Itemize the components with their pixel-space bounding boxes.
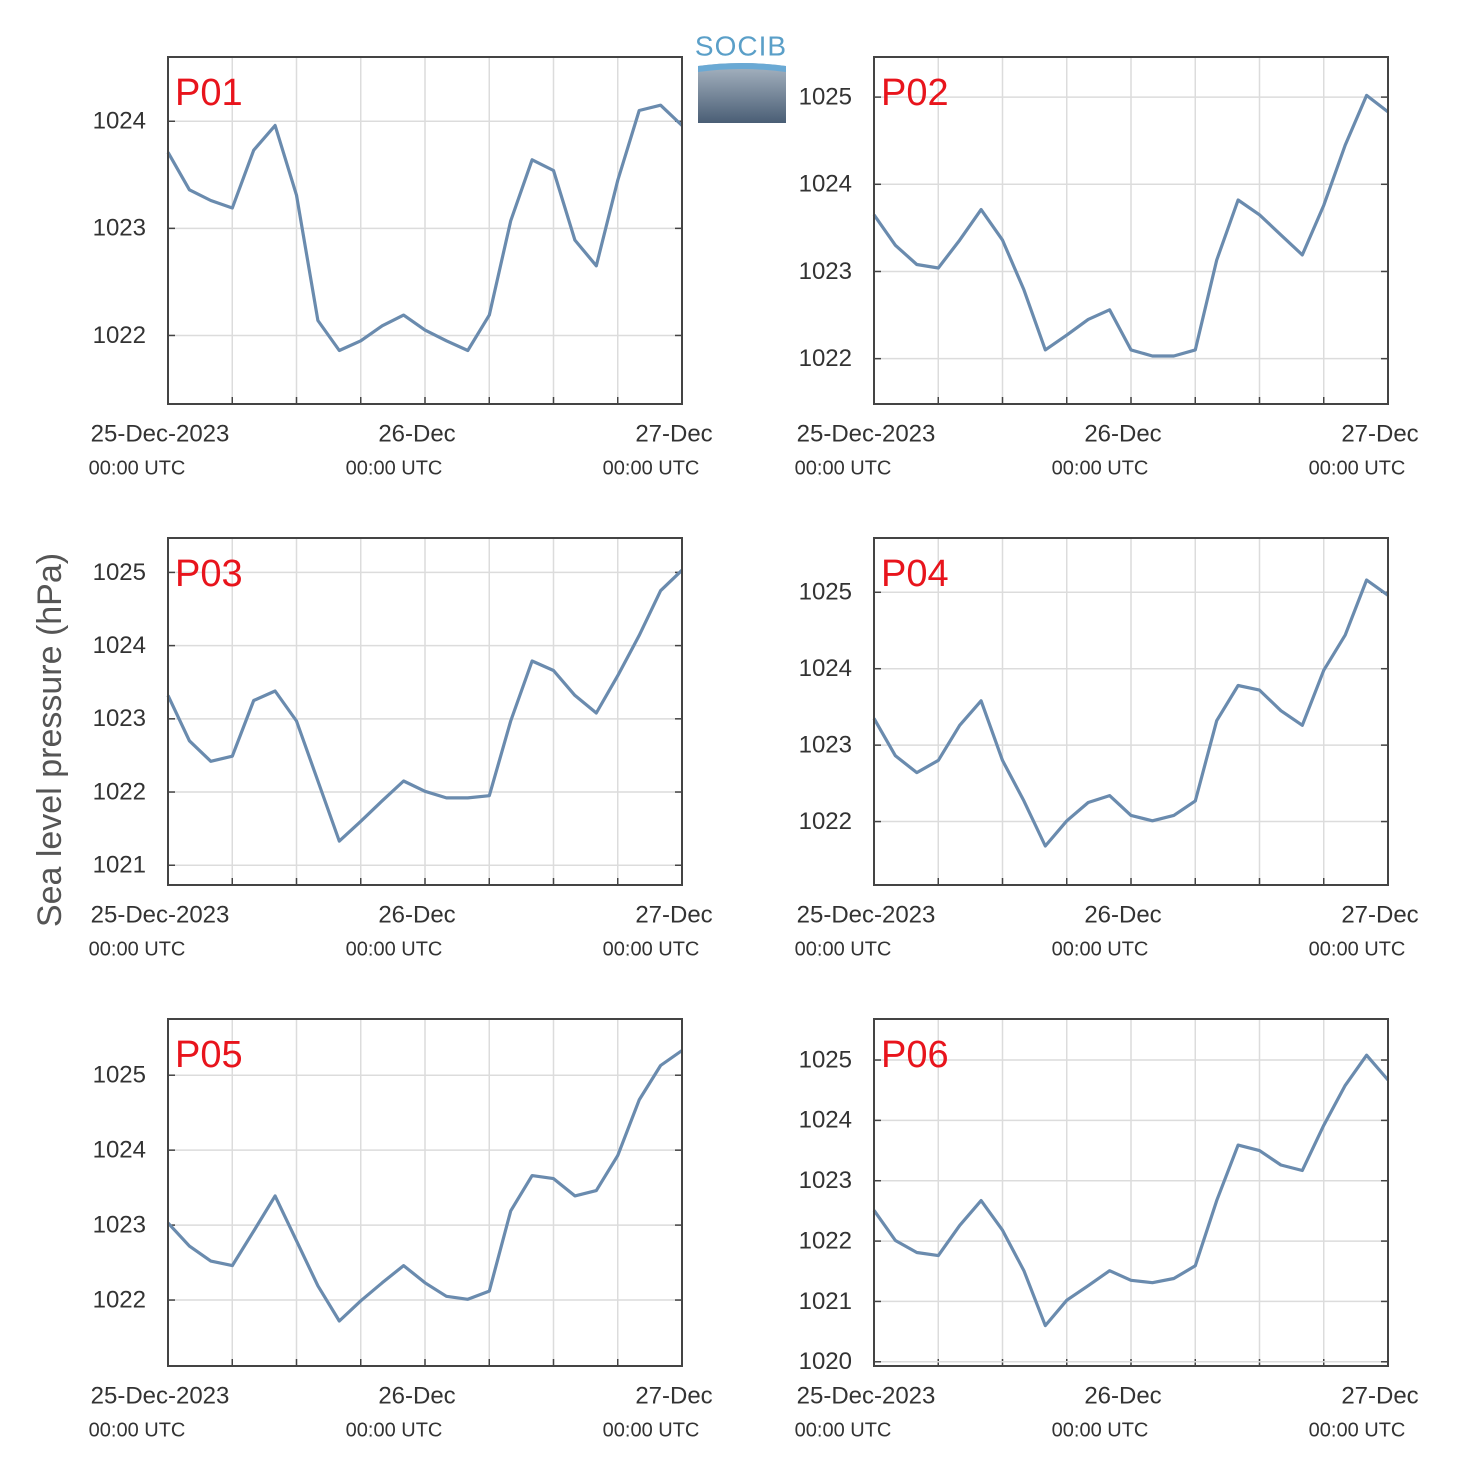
x-tick-sublabel: 00:00 UTC [89, 1419, 186, 1441]
panel: 25-Dec-2023 00:00 UTC 26-Dec 00:00 UTC 27-De… [795, 1018, 1419, 1441]
plot-frame [873, 537, 1389, 886]
y-tick-label: 1025 [93, 559, 146, 586]
y-tick-label: 1024 [799, 655, 852, 682]
x-tick-label: 25-Dec-2023 [797, 420, 936, 447]
x-tick-sublabel: 00:00 UTC [89, 938, 186, 960]
panel-title: P03 [175, 553, 243, 595]
y-tick-label: 1020 [799, 1348, 852, 1375]
x-tick-sublabel: 00:00 UTC [1309, 1419, 1406, 1441]
y-tick-label: 1024 [799, 171, 852, 198]
y-tick-label: 1025 [799, 83, 852, 110]
logo-wave [698, 63, 786, 72]
x-tick-label: 27-Dec [635, 901, 712, 928]
panel: 25-Dec-2023 00:00 UTC 26-Dec 00:00 UTC 27-De… [89, 1018, 713, 1441]
panel-title: P05 [175, 1034, 243, 1076]
x-tick-sublabel: 00:00 UTC [795, 1419, 892, 1441]
y-tick-label: 1024 [93, 108, 146, 135]
data-line [166, 1049, 683, 1323]
x-tick-label: 27-Dec [1341, 1382, 1418, 1409]
x-tick-label: 25-Dec-2023 [91, 420, 230, 447]
panel-title: P02 [881, 72, 949, 114]
x-tick-label: 25-Dec-2023 [797, 901, 936, 928]
y-tick-label: 1024 [93, 632, 146, 659]
y-tick-label: 1022 [93, 1286, 146, 1313]
x-tick-sublabel: 00:00 UTC [603, 1419, 700, 1441]
y-tick-label: 1025 [799, 579, 852, 606]
data-line [166, 569, 684, 843]
panel: 25-Dec-2023 00:00 UTC 26-Dec 00:00 UTC 27-De… [89, 56, 713, 479]
y-tick-label: 1025 [799, 1046, 852, 1073]
panel: 25-Dec-2023 00:00 UTC 26-Dec 00:00 UTC 27-De… [89, 537, 713, 960]
y-tick-label: 1023 [93, 705, 146, 732]
x-tick-sublabel: 00:00 UTC [1309, 938, 1406, 960]
x-tick-label: 26-Dec [1084, 1382, 1161, 1409]
x-tick-label: 27-Dec [1341, 420, 1418, 447]
y-tick-label: 1024 [799, 1107, 852, 1134]
data-line [872, 93, 1389, 358]
x-tick-sublabel: 00:00 UTC [346, 1419, 443, 1441]
panel-title: P04 [881, 553, 949, 595]
y-tick-label: 1022 [799, 345, 852, 372]
panel: 25-Dec-2023 00:00 UTC 26-Dec 00:00 UTC 27-De… [795, 56, 1419, 479]
x-tick-label: 26-Dec [378, 420, 455, 447]
x-tick-label: 26-Dec [1084, 901, 1161, 928]
x-tick-sublabel: 00:00 UTC [795, 938, 892, 960]
y-tick-label: 1023 [93, 215, 146, 242]
data-line [872, 578, 1389, 848]
y-tick-label: 1022 [799, 1227, 852, 1254]
y-axis-label: Sea level pressure (hPa) [31, 553, 69, 927]
x-tick-label: 25-Dec-2023 [797, 1382, 936, 1409]
logo-text: SOCIB [695, 30, 787, 61]
y-tick-label: 1022 [93, 322, 146, 349]
x-tick-sublabel: 00:00 UTC [1052, 938, 1149, 960]
y-tick-label: 1023 [799, 258, 852, 285]
x-tick-sublabel: 00:00 UTC [1309, 457, 1406, 479]
x-tick-sublabel: 00:00 UTC [603, 457, 700, 479]
plot-frame [167, 56, 683, 405]
data-line [166, 103, 684, 353]
panel-title: P01 [175, 72, 243, 114]
y-tick-label: 1021 [799, 1288, 852, 1315]
plot-frame [873, 56, 1389, 405]
panel: 25-Dec-2023 00:00 UTC 26-Dec 00:00 UTC 27-De… [795, 537, 1419, 960]
x-tick-label: 25-Dec-2023 [91, 1382, 230, 1409]
y-tick-label: 1023 [93, 1211, 146, 1238]
x-tick-label: 27-Dec [635, 1382, 712, 1409]
x-tick-label: 25-Dec-2023 [91, 901, 230, 928]
x-tick-label: 26-Dec [378, 901, 455, 928]
y-tick-label: 1021 [93, 852, 146, 879]
x-tick-label: 26-Dec [1084, 420, 1161, 447]
logo: SOCIB [695, 30, 787, 123]
y-tick-label: 1022 [799, 808, 852, 835]
y-tick-label: 1023 [799, 1167, 852, 1194]
x-tick-sublabel: 00:00 UTC [795, 457, 892, 479]
x-tick-sublabel: 00:00 UTC [1052, 1419, 1149, 1441]
x-tick-sublabel: 00:00 UTC [89, 457, 186, 479]
plot-frame [873, 1018, 1389, 1367]
panel-title: P06 [881, 1034, 949, 1076]
x-tick-label: 27-Dec [1341, 901, 1418, 928]
plot-frame [167, 537, 683, 886]
x-tick-sublabel: 00:00 UTC [1052, 457, 1149, 479]
x-tick-label: 26-Dec [378, 1382, 455, 1409]
y-tick-label: 1023 [799, 731, 852, 758]
logo-shape [698, 63, 786, 123]
y-tick-label: 1024 [93, 1136, 146, 1163]
data-line [872, 1053, 1390, 1328]
y-tick-label: 1025 [93, 1062, 146, 1089]
plot-frame [167, 1018, 683, 1367]
x-tick-sublabel: 00:00 UTC [603, 938, 700, 960]
y-tick-label: 1022 [93, 778, 146, 805]
x-tick-sublabel: 00:00 UTC [346, 938, 443, 960]
x-tick-sublabel: 00:00 UTC [346, 457, 443, 479]
x-tick-label: 27-Dec [635, 420, 712, 447]
